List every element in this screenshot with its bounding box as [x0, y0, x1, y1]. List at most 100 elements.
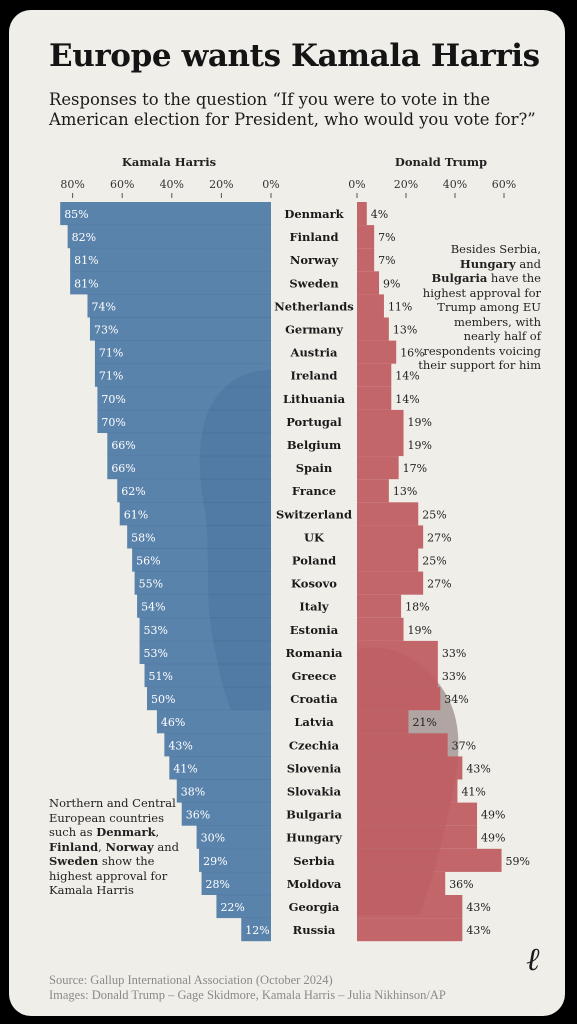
harris-value-label: 62% [121, 485, 145, 498]
harris-value-label: 30% [201, 832, 225, 845]
harris-value-label: 54% [141, 601, 165, 614]
trump-value-label: 37% [452, 739, 476, 752]
country-label: Spain [296, 461, 333, 475]
country-label: Italy [299, 600, 329, 614]
trump-bar [357, 871, 446, 895]
harris-value-label: 85% [64, 208, 88, 221]
harris-bar [89, 317, 272, 341]
harris-bar [119, 502, 271, 526]
harris-bar [67, 225, 271, 249]
harris-bar [94, 363, 271, 387]
harris-bar [201, 871, 271, 895]
harris-value-label: 81% [74, 277, 98, 290]
trump-value-label: 27% [427, 578, 451, 591]
trump-value-label: 19% [408, 624, 432, 637]
harris-value-label: 70% [101, 393, 125, 406]
harris-value-label: 38% [181, 786, 205, 799]
trump-bar [357, 271, 380, 295]
harris-annotation: Northern and Central European countries … [49, 796, 179, 897]
country-label: Slovenia [287, 761, 342, 775]
trump-value-label: 13% [393, 485, 417, 498]
trump-value-label: 7% [378, 231, 395, 244]
harris-value-label: 55% [139, 578, 163, 591]
trump-tick-label: 60% [492, 178, 516, 191]
chart-title: Europe wants Kamala Harris [49, 38, 540, 74]
trump-bar [357, 433, 404, 457]
country-label: Croatia [290, 692, 338, 706]
trump-value-label: 19% [408, 439, 432, 452]
country-label: Finland [289, 230, 338, 244]
harris-bar [134, 571, 271, 595]
trump-annotation: Besides Serbia, Hungary and Bulgaria hav… [418, 242, 541, 372]
trump-tick-label: 0% [348, 178, 365, 191]
trump-bar [357, 895, 463, 919]
trump-bar [357, 571, 424, 595]
trump-value-label: 17% [403, 462, 427, 475]
trump-bar [357, 363, 392, 387]
trump-value-label: 19% [408, 416, 432, 429]
trump-bar [357, 525, 424, 549]
harris-value-label: 36% [186, 809, 210, 822]
country-label: Austria [290, 346, 338, 360]
trump-value-label: 59% [506, 855, 530, 868]
harris-tick-label: 0% [262, 178, 279, 191]
source-credit: Source: Gallup International Association… [49, 973, 333, 987]
country-label: France [292, 484, 336, 498]
trump-bar [357, 202, 367, 226]
trump-bar [357, 340, 397, 364]
diverging-bar-chart: Kamala Harris Donald Trump 80% 60% 40% 20% 0% 0… [60, 155, 530, 942]
harris-bar [127, 525, 271, 549]
harris-value-label: 46% [161, 716, 185, 729]
harris-bar [176, 779, 271, 803]
trump-value-label: 34% [444, 693, 468, 706]
trump-value-label: 43% [466, 924, 490, 937]
harris-bar [144, 664, 271, 688]
harris-bar [241, 918, 271, 942]
country-label: Portugal [286, 415, 342, 429]
harris-tick-label: 40% [160, 178, 184, 191]
harris-bar [107, 433, 271, 457]
harris-value-label: 66% [111, 462, 135, 475]
country-label: Sweden [289, 276, 339, 290]
trump-value-label: 33% [442, 670, 466, 683]
country-label: Poland [292, 554, 336, 568]
harris-bar [216, 895, 271, 919]
country-label: Ireland [291, 369, 338, 383]
harris-value-label: 43% [168, 739, 192, 752]
trump-value-label: 14% [395, 370, 419, 383]
trump-bar [357, 733, 448, 757]
country-label: Romania [285, 646, 343, 660]
harris-bar [139, 617, 271, 641]
harris-series-label: Kamala Harris [122, 155, 216, 169]
harris-bar [169, 756, 271, 780]
harris-bar [147, 687, 271, 711]
country-label: Georgia [289, 900, 340, 914]
trump-value-label: 7% [378, 254, 395, 267]
country-label: UK [304, 530, 325, 544]
trump-value-label: 4% [371, 208, 388, 221]
trump-value-label: 25% [422, 555, 446, 568]
harris-value-label: 74% [91, 300, 115, 313]
harris-bar [196, 825, 271, 849]
country-label: Norway [290, 253, 339, 267]
harris-value-label: 82% [72, 231, 96, 244]
trump-bar [357, 386, 392, 410]
country-label: Greece [292, 669, 337, 683]
harris-value-label: 28% [206, 878, 230, 891]
trump-bar [357, 756, 463, 780]
country-label: Switzerland [276, 507, 352, 521]
trump-bar [357, 548, 419, 572]
harris-bar [137, 594, 271, 618]
trump-bar [357, 594, 402, 618]
harris-bar [164, 733, 271, 757]
country-label: Czechia [289, 738, 340, 752]
harris-value-label: 53% [144, 624, 168, 637]
trump-value-label: 16% [400, 347, 424, 360]
trump-value-label: 11% [388, 300, 412, 313]
trump-value-label: 49% [481, 832, 505, 845]
harris-value-label: 73% [94, 324, 118, 337]
harris-value-label: 81% [74, 254, 98, 267]
trump-value-label: 13% [393, 324, 417, 337]
harris-bar [70, 248, 271, 272]
country-label: Moldova [287, 877, 342, 891]
